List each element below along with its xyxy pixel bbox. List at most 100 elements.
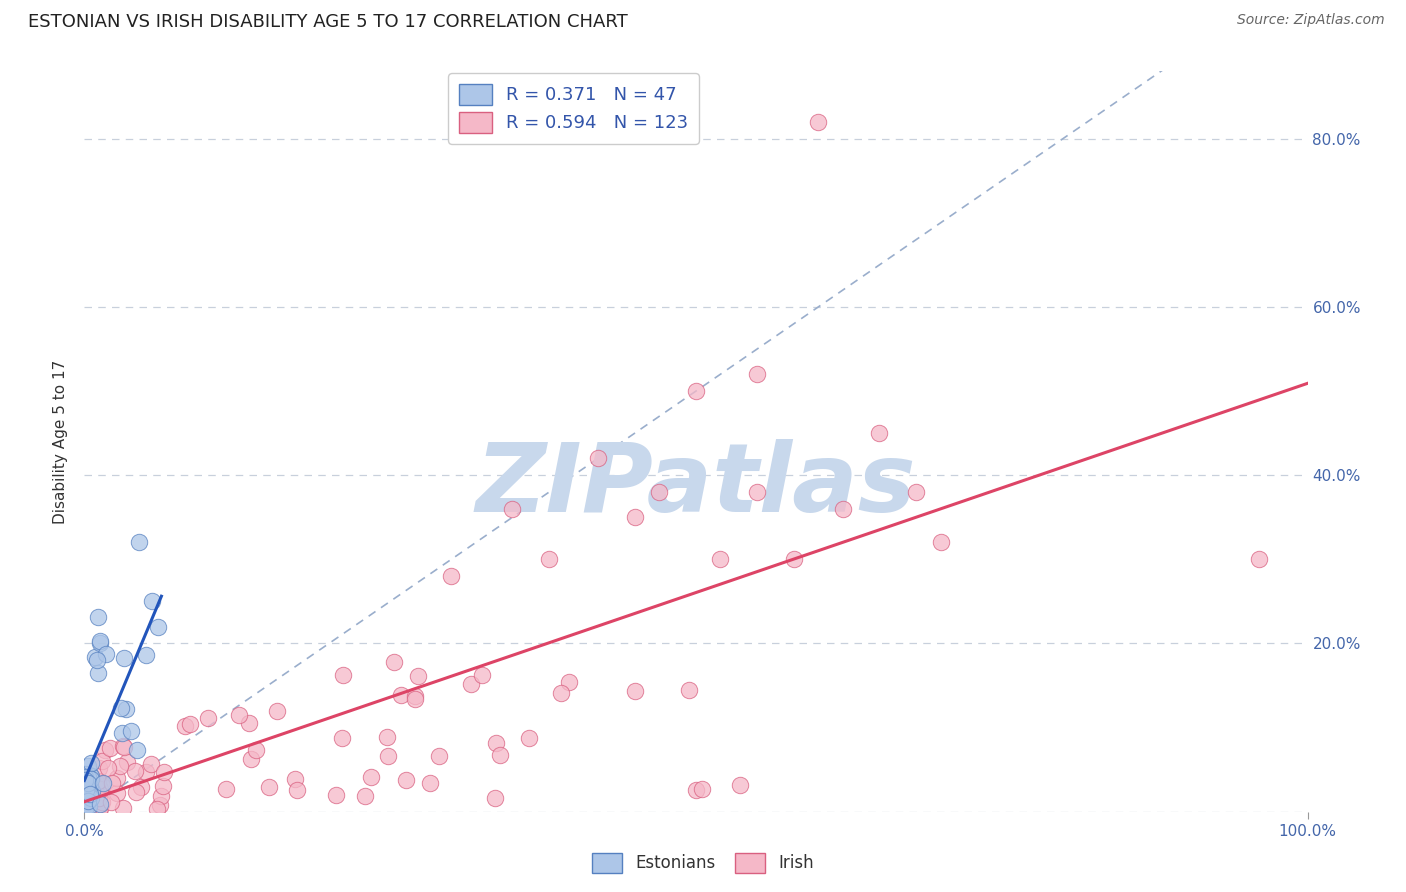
Point (86, 799, 108, 814)
Point (77, 796, 100, 810)
Point (624, 684, 647, 698)
Point (83, 784, 105, 798)
Point (75, 789, 97, 804)
Point (79, 787, 101, 801)
Point (77, 805, 100, 819)
Legend: R = 0.371   N = 47  , R = 0.594   N = 123: R = 0.371 N = 47 , R = 0.594 N = 123 (449, 73, 699, 144)
Point (929, 535, 952, 549)
Point (77, 775, 100, 789)
Point (120, 724, 142, 739)
Point (153, 764, 176, 779)
Point (125, 743, 148, 757)
Point (77, 799, 100, 814)
Point (80, 800, 103, 814)
Point (84, 792, 107, 806)
Point (86, 775, 108, 789)
Point (79, 778, 101, 792)
Point (332, 668, 354, 682)
Point (89, 804, 111, 818)
Point (80, 784, 103, 798)
Point (76, 788, 98, 802)
Point (75, 772, 97, 787)
Point (75, 778, 97, 792)
Point (678, 682, 700, 697)
Point (354, 789, 377, 803)
Point (73, 772, 96, 786)
Point (517, 731, 540, 745)
Point (77, 783, 100, 797)
Point (97, 760, 120, 774)
Point (73, 805, 96, 819)
Point (89, 805, 111, 819)
Point (179, 716, 201, 731)
Point (91, 776, 114, 790)
Point (284, 772, 307, 786)
Point (87, 794, 110, 808)
Point (228, 707, 250, 722)
Point (105, 771, 128, 785)
Point (538, 552, 561, 566)
Point (87, 761, 110, 775)
Point (75, 778, 97, 792)
Point (73, 803, 96, 817)
Point (406, 668, 429, 682)
Point (75, 783, 97, 797)
Point (87, 781, 110, 796)
Point (90, 795, 112, 809)
Point (80, 772, 103, 786)
Point (100, 776, 122, 790)
Point (105, 786, 128, 800)
Point (89, 633, 111, 648)
Point (135, 764, 157, 779)
Point (98, 741, 121, 756)
Point (404, 691, 426, 706)
Point (709, 552, 731, 566)
Point (747, 485, 769, 500)
Point (117, 755, 139, 769)
Point (135, 648, 157, 663)
Point (485, 736, 508, 750)
Point (76, 781, 98, 796)
Point (502, 501, 524, 516)
Point (79, 768, 101, 782)
Text: Source: ZipAtlas.com: Source: ZipAtlas.com (1237, 13, 1385, 28)
Point (79, 791, 101, 805)
Point (146, 619, 169, 633)
Y-axis label: Disability Age 5 to 17: Disability Age 5 to 17 (53, 359, 69, 524)
Point (77, 794, 100, 808)
Point (76, 770, 98, 784)
Point (80, 791, 103, 805)
Point (86, 797, 108, 811)
Point (440, 569, 463, 583)
Point (427, 749, 450, 764)
Point (325, 788, 347, 802)
Point (79, 786, 101, 800)
Point (149, 797, 172, 812)
Point (266, 704, 288, 718)
Point (685, 384, 707, 398)
Point (76, 800, 98, 814)
Legend: Estonians, Irish: Estonians, Irish (585, 847, 821, 880)
Point (76, 785, 98, 799)
Point (139, 756, 162, 771)
Point (84, 649, 107, 664)
Point (690, 782, 713, 797)
Point (82, 789, 104, 803)
Point (488, 748, 510, 763)
Point (87, 665, 110, 680)
Point (471, 668, 494, 682)
Point (90, 754, 112, 768)
Point (83, 804, 105, 818)
Point (86, 780, 108, 795)
Point (86, 653, 108, 667)
Point (419, 776, 441, 790)
Point (115, 702, 138, 716)
Point (131, 780, 153, 794)
Point (869, 426, 891, 441)
Point (146, 802, 169, 816)
Point (87, 610, 110, 624)
Point (77, 759, 100, 773)
Point (377, 748, 399, 763)
Point (389, 689, 412, 703)
Point (89, 798, 111, 813)
